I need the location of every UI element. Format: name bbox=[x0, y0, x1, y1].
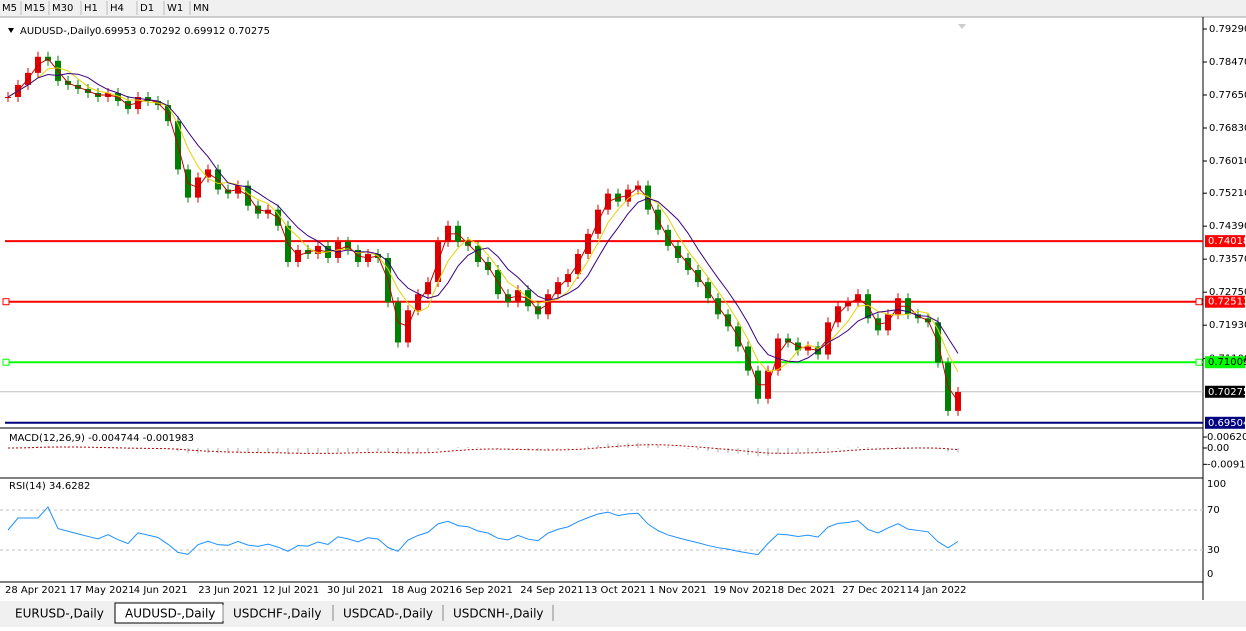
date-label: 12 Jul 2021 bbox=[263, 585, 320, 596]
level-handle bbox=[1195, 298, 1203, 306]
tab[interactable]: USDCHF-,Daily bbox=[233, 607, 321, 621]
level-handle bbox=[2, 298, 10, 306]
date-label: 28 Apr 2021 bbox=[5, 585, 67, 596]
level-label: 0.71009 bbox=[1208, 357, 1246, 368]
macd-label: MACD(12,26,9) -0.004744 -0.001983 bbox=[9, 433, 194, 444]
current-price-label: 0.70275 bbox=[1208, 387, 1246, 398]
date-label: 4 Jun 2021 bbox=[134, 585, 188, 596]
scroll-marker bbox=[958, 24, 966, 29]
timeframe-button[interactable]: D1 bbox=[140, 3, 154, 14]
date-label: 30 Jul 2021 bbox=[327, 585, 384, 596]
moving-average bbox=[7, 73, 959, 363]
tab[interactable]: USDCNH-,Daily bbox=[453, 607, 544, 621]
timeframe-button[interactable]: M5 bbox=[2, 3, 17, 14]
candle bbox=[5, 97, 11, 99]
tab[interactable]: USDCAD-,Daily bbox=[343, 607, 433, 621]
date-label: 27 Dec 2021 bbox=[842, 585, 906, 596]
level-label-box bbox=[1205, 416, 1245, 429]
rsi-line bbox=[7, 506, 959, 556]
macd-tick-label: -0.009197 bbox=[1207, 459, 1246, 470]
macd-signal bbox=[7, 444, 959, 454]
date-label: 6 Sep 2021 bbox=[456, 585, 513, 596]
date-label: 19 Nov 2021 bbox=[713, 585, 777, 596]
rsi-label: RSI(14) 34.6282 bbox=[9, 481, 90, 492]
timeframe-button[interactable]: M15 bbox=[24, 3, 45, 14]
current-price-box bbox=[1205, 385, 1245, 398]
level-label-box bbox=[1205, 235, 1245, 248]
rsi-tick-label: 70 bbox=[1207, 505, 1220, 516]
date-label: 1 Nov 2021 bbox=[649, 585, 707, 596]
level-label-box bbox=[1205, 356, 1245, 369]
timeframe-button[interactable]: H4 bbox=[110, 3, 124, 14]
date-label: 13 Oct 2021 bbox=[585, 585, 647, 596]
date-label: 24 Sep 2021 bbox=[520, 585, 583, 596]
ohlc: 0.69953 0.70292 0.69912 0.70275 bbox=[95, 26, 270, 37]
level-label: 0.74018 bbox=[1208, 236, 1246, 247]
date-label: 18 Aug 2021 bbox=[391, 585, 455, 596]
timeframe-button[interactable]: M30 bbox=[52, 3, 73, 14]
moving-average bbox=[7, 58, 959, 402]
tab[interactable]: EURUSD-,Daily bbox=[15, 607, 104, 621]
macd-tick-label: 0.00 bbox=[1207, 443, 1229, 454]
rsi-tick-label: 0 bbox=[1207, 569, 1213, 580]
date-label: 17 May 2021 bbox=[69, 585, 134, 596]
rsi-tick-label: 100 bbox=[1207, 479, 1226, 490]
toolbar bbox=[0, 0, 1246, 17]
level-label: 0.72513 bbox=[1208, 297, 1246, 308]
level-handle bbox=[2, 358, 10, 366]
timeframe-button[interactable]: MN bbox=[193, 3, 209, 14]
rsi-tick-label: 30 bbox=[1207, 545, 1220, 556]
moving-average bbox=[7, 67, 959, 373]
level-handle bbox=[1195, 358, 1203, 366]
date-label: 14 Jan 2022 bbox=[907, 585, 967, 596]
level-label-box bbox=[1205, 295, 1245, 308]
symbol: AUDUSD-,Daily bbox=[20, 26, 95, 37]
tab[interactable]: AUDUSD-,Daily bbox=[125, 607, 215, 621]
date-label: 23 Jun 2021 bbox=[198, 585, 258, 596]
symbol-arrow bbox=[8, 28, 14, 33]
macd-tick-label: 0.006201 bbox=[1207, 432, 1246, 443]
date-label: 8 Dec 2021 bbox=[778, 585, 836, 596]
timeframe-button[interactable]: H1 bbox=[84, 3, 98, 14]
level-label: 0.69504 bbox=[1208, 418, 1246, 429]
timeframe-button[interactable]: W1 bbox=[167, 3, 183, 14]
